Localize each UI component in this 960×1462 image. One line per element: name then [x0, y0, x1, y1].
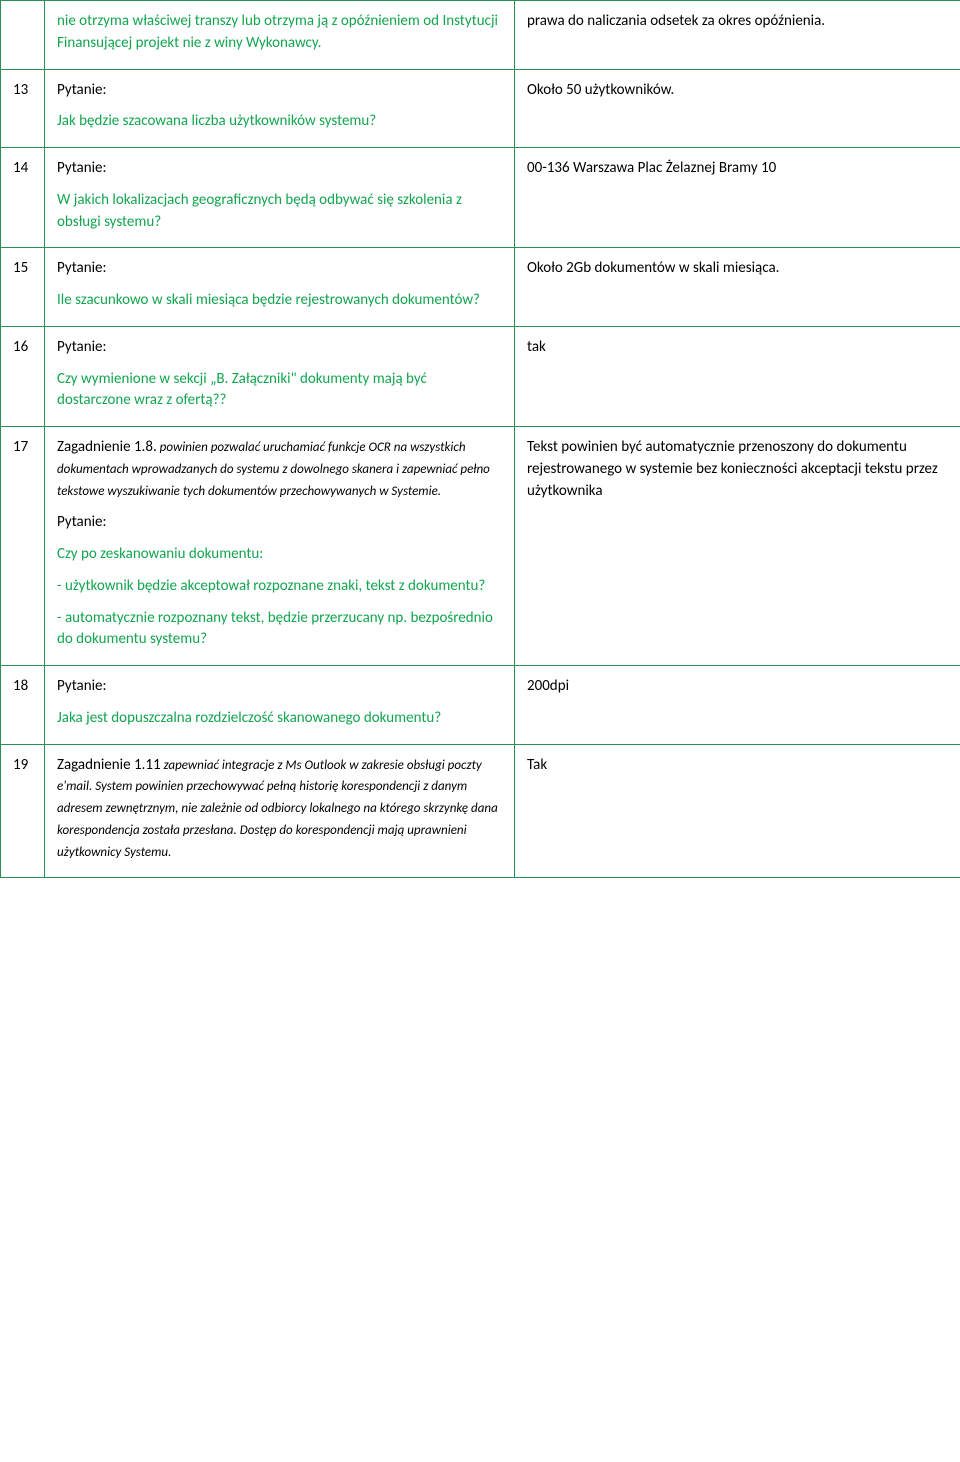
question-label: Pytanie:	[57, 337, 502, 359]
question-cell: Pytanie: Jaka jest dopuszczalna rozdziel…	[45, 666, 515, 745]
row-number: 14	[1, 148, 45, 248]
question-text: Ile szacunkowo w skali miesiąca będzie r…	[57, 290, 502, 312]
answer-text: Około 50 użytkowników.	[527, 80, 948, 102]
question-cell: Zagadnienie 1.11 zapewniać integracje z …	[45, 744, 515, 878]
table-row: 13 Pytanie: Jak będzie szacowana liczba …	[1, 69, 960, 148]
answer-cell: Około 2Gb dokumentów w skali miesiąca.	[515, 248, 960, 327]
question-text: Czy wymienione w sekcji „B. Załączniki" …	[57, 369, 502, 413]
question-cell: nie otrzyma właściwej transzy lub otrzym…	[45, 1, 515, 70]
question-label: Pytanie:	[57, 676, 502, 698]
table-row: 18 Pytanie: Jaka jest dopuszczalna rozdz…	[1, 666, 960, 745]
answer-text: tak	[527, 337, 948, 359]
row-number: 19	[1, 744, 45, 878]
question-cell: Pytanie: Czy wymienione w sekcji „B. Zał…	[45, 326, 515, 426]
row-number: 13	[1, 69, 45, 148]
answer-cell: Około 50 użytkowników.	[515, 69, 960, 148]
answer-text: prawa do naliczania odsetek za okres opó…	[527, 11, 948, 33]
row-number	[1, 1, 45, 70]
question-text: W jakich lokalizacjach geograficznych bę…	[57, 190, 502, 234]
question-intro: Zagadnienie 1.8. powinien pozwalać uruch…	[57, 437, 502, 502]
question-text: - użytkownik będzie akceptował rozpoznan…	[57, 576, 502, 598]
question-text: Jak będzie szacowana liczba użytkowników…	[57, 111, 502, 133]
qa-table: nie otrzyma właściwej transzy lub otrzym…	[0, 0, 960, 878]
table-row: 14 Pytanie: W jakich lokalizacjach geogr…	[1, 148, 960, 248]
answer-cell: prawa do naliczania odsetek za okres opó…	[515, 1, 960, 70]
answer-cell: Tak	[515, 744, 960, 878]
question-cell: Pytanie: Jak będzie szacowana liczba uży…	[45, 69, 515, 148]
table-row: 17 Zagadnienie 1.8. powinien pozwalać ur…	[1, 427, 960, 666]
table-row: 16 Pytanie: Czy wymienione w sekcji „B. …	[1, 326, 960, 426]
answer-text: Tekst powinien być automatycznie przenos…	[527, 437, 948, 502]
answer-cell: Tekst powinien być automatycznie przenos…	[515, 427, 960, 666]
row-number: 18	[1, 666, 45, 745]
answer-cell: 00-136 Warszawa Plac Żelaznej Bramy 10	[515, 148, 960, 248]
question-cell: Pytanie: W jakich lokalizacjach geografi…	[45, 148, 515, 248]
document-page: nie otrzyma właściwej transzy lub otrzym…	[0, 0, 960, 878]
question-text: Jaka jest dopuszczalna rozdzielczość ska…	[57, 708, 502, 730]
row-number: 16	[1, 326, 45, 426]
question-label: Pytanie:	[57, 80, 502, 102]
table-row: 15 Pytanie: Ile szacunkowo w skali miesi…	[1, 248, 960, 327]
answer-text: Około 2Gb dokumentów w skali miesiąca.	[527, 258, 948, 280]
answer-text: 200dpi	[527, 676, 948, 698]
question-label: Pytanie:	[57, 258, 502, 280]
answer-cell: 200dpi	[515, 666, 960, 745]
answer-text: 00-136 Warszawa Plac Żelaznej Bramy 10	[527, 158, 948, 180]
question-text: - automatycznie rozpoznany tekst, będzie…	[57, 608, 502, 652]
row-number: 15	[1, 248, 45, 327]
intro-title: Zagadnienie 1.8.	[57, 438, 157, 456]
table-row: nie otrzyma właściwej transzy lub otrzym…	[1, 1, 960, 70]
question-intro: Zagadnienie 1.11 zapewniać integracje z …	[57, 755, 502, 864]
question-cell: Pytanie: Ile szacunkowo w skali miesiąca…	[45, 248, 515, 327]
row-number: 17	[1, 427, 45, 666]
question-label: Pytanie:	[57, 158, 502, 180]
answer-text: Tak	[527, 755, 948, 777]
question-text: Czy po zeskanowaniu dokumentu:	[57, 544, 502, 566]
answer-cell: tak	[515, 326, 960, 426]
question-text: nie otrzyma właściwej transzy lub otrzym…	[57, 11, 502, 55]
table-row: 19 Zagadnienie 1.11 zapewniać integracje…	[1, 744, 960, 878]
question-cell: Zagadnienie 1.8. powinien pozwalać uruch…	[45, 427, 515, 666]
question-label: Pytanie:	[57, 512, 502, 534]
intro-title: Zagadnienie 1.11	[57, 756, 161, 774]
